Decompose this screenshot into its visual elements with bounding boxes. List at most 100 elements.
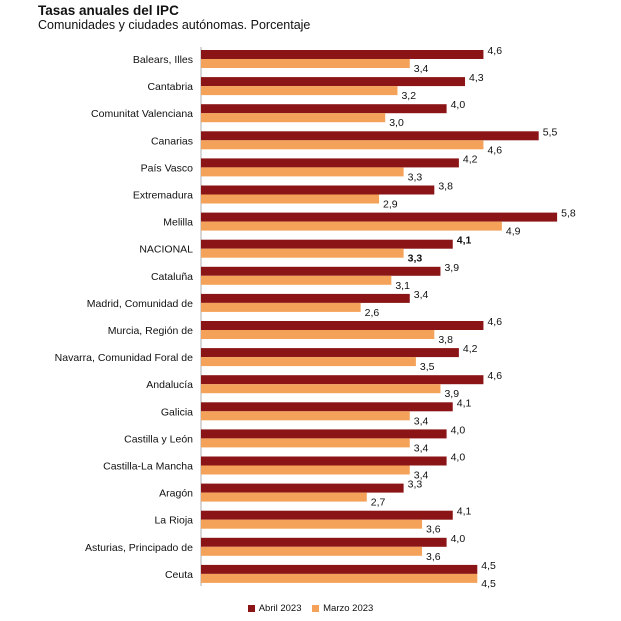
bar-marzo: [201, 302, 361, 312]
bar-marzo: [201, 357, 416, 367]
bar-marzo: [201, 221, 502, 231]
category-label: Murcia, Región de: [108, 325, 193, 337]
bar-abril: [201, 564, 478, 574]
data-label-marzo: 3,4: [414, 442, 429, 454]
data-label-abril: 3,3: [408, 479, 423, 491]
category-label: Extremadura: [133, 190, 193, 202]
bar-marzo: [201, 411, 410, 421]
category-label: Ceuta: [165, 569, 193, 581]
bar-marzo: [201, 546, 423, 556]
bar-marzo: [201, 492, 367, 502]
data-label-marzo: 3,1: [395, 280, 410, 292]
chart-title: Tasas anuales del IPC: [38, 3, 179, 18]
data-label-marzo: 4,9: [506, 226, 521, 238]
data-label-abril: 4,2: [463, 153, 478, 165]
data-label-marzo: 3,4: [414, 470, 429, 482]
data-label-abril: 4,0: [451, 452, 466, 464]
legend: Abril 2023 Marzo 2023: [0, 603, 621, 615]
data-label-marzo: 3,6: [426, 551, 441, 563]
bar-marzo: [201, 465, 410, 475]
data-label-abril: 4,2: [463, 343, 478, 355]
legend-label-abril: Abril 2023: [258, 603, 302, 614]
data-label-marzo: 3,3: [408, 171, 423, 183]
data-label-abril: 4,3: [469, 72, 484, 84]
bar-abril: [201, 510, 453, 520]
data-label-marzo: 3,4: [414, 415, 429, 427]
data-label-abril: 4,0: [451, 424, 466, 436]
category-label: Castilla y León: [124, 433, 193, 445]
data-label-marzo: 4,5: [481, 578, 496, 590]
data-label-marzo: 3,4: [414, 63, 429, 75]
category-label: Cantabria: [147, 81, 193, 93]
data-label-marzo: 4,6: [487, 144, 502, 156]
bar-marzo: [201, 275, 392, 285]
bar-marzo: [201, 573, 478, 583]
bar-marzo: [201, 194, 380, 204]
category-label: Castilla-La Mancha: [103, 461, 193, 473]
category-label: Aragón: [159, 488, 193, 500]
bar-marzo: [201, 59, 410, 68]
bar-abril: [201, 239, 453, 249]
category-label: NACIONAL: [139, 244, 193, 256]
category-label: Navarra, Comunidad Foral de: [55, 352, 193, 364]
data-label-marzo: 2,9: [383, 199, 398, 211]
data-label-marzo: 3,6: [426, 524, 441, 536]
data-label-marzo: 3,0: [389, 117, 404, 129]
legend-item-abril: Abril 2023: [247, 603, 302, 614]
category-label: Comunitat Valenciana: [91, 108, 193, 120]
category-label: Galicia: [161, 406, 193, 418]
category-label: Cataluña: [151, 271, 193, 283]
bar-abril: [201, 537, 447, 547]
bar-marzo: [201, 438, 410, 448]
bar-abril: [201, 429, 447, 439]
data-label-abril: 4,1: [457, 235, 472, 247]
bar-abril: [201, 456, 447, 466]
bar-marzo: [201, 113, 386, 123]
bar-abril: [201, 131, 539, 141]
bar-chart: Balears, Illes 4,6 3,4 Cantabria 4,3 3,2 Comun…: [55, 45, 576, 590]
legend-item-marzo: Marzo 2023: [312, 603, 373, 614]
bar-abril: [201, 321, 484, 330]
bar-marzo: [201, 167, 404, 177]
data-label-abril: 4,0: [451, 99, 466, 111]
bar-abril: [201, 50, 484, 59]
bar-marzo: [201, 330, 435, 339]
legend-swatch-marzo: [312, 605, 320, 612]
data-label-marzo: 2,7: [371, 497, 386, 509]
bar-abril: [201, 266, 441, 276]
bar-abril: [201, 483, 404, 493]
category-label: Canarias: [151, 135, 193, 147]
category-label: Madrid, Comunidad de: [87, 298, 193, 310]
legend-swatch-abril: [247, 605, 255, 612]
data-label-marzo: 3,3: [408, 253, 423, 265]
data-label-marzo: 3,9: [444, 388, 459, 400]
bar-abril: [201, 293, 410, 303]
category-label: Melilla: [163, 217, 193, 229]
chart-subtitle: Comunidades y ciudades autónomas. Porcen…: [38, 18, 311, 32]
data-label-abril: 4,0: [451, 533, 466, 545]
data-label-abril: 4,6: [487, 45, 502, 57]
bar-marzo: [201, 519, 423, 529]
data-label-abril: 3,4: [414, 289, 429, 301]
category-label: País Vasco: [141, 162, 193, 174]
category-label: Balears, Illes: [133, 54, 193, 66]
category-label: La Rioja: [154, 515, 193, 527]
category-label: Asturias, Principado de: [85, 542, 193, 554]
bar-abril: [201, 185, 435, 195]
data-label-abril: 4,6: [487, 370, 502, 382]
bar-marzo: [201, 384, 441, 394]
data-label-abril: 4,6: [487, 316, 502, 328]
bar-abril: [201, 212, 558, 222]
bar-marzo: [201, 248, 404, 258]
data-label-abril: 3,9: [444, 262, 459, 274]
data-label-abril: 4,5: [481, 560, 496, 572]
bar-abril: [201, 158, 459, 168]
data-label-abril: 4,1: [457, 506, 472, 518]
data-label-marzo: 3,8: [438, 334, 453, 346]
category-label: Andalucía: [146, 379, 193, 391]
bar-abril: [201, 77, 466, 87]
data-label-abril: 5,5: [543, 126, 558, 138]
data-label-marzo: 2,6: [365, 307, 380, 319]
bar-marzo: [201, 86, 398, 96]
bar-abril: [201, 348, 459, 358]
